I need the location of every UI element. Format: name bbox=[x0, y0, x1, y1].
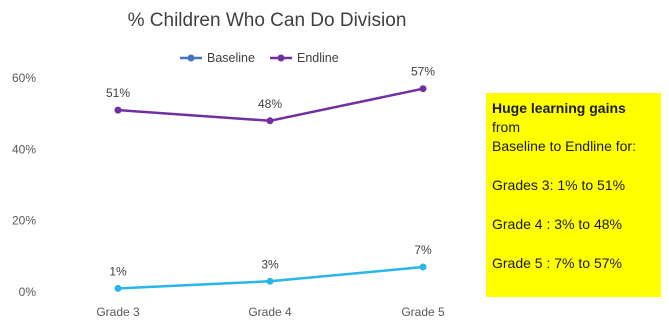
callout-headline: Huge learning gains bbox=[492, 100, 626, 116]
callout-item-grade3: Grades 3: 1% to 51% bbox=[492, 177, 626, 193]
callout-box: Huge learning gains from Baseline to End… bbox=[486, 93, 661, 297]
plot-area: 1% 3% 7% 51% 48% 57% bbox=[106, 65, 435, 292]
legend: Baseline Endline bbox=[180, 51, 339, 65]
data-label: 48% bbox=[258, 97, 282, 111]
y-tick-label: 0% bbox=[19, 285, 37, 299]
chart-title: % Children Who Can Do Division bbox=[128, 10, 407, 31]
legend-label: Endline bbox=[297, 51, 339, 65]
y-tick-label: 20% bbox=[12, 214, 36, 228]
legend-swatch-marker bbox=[187, 54, 195, 62]
data-point bbox=[419, 85, 427, 93]
x-tick-label: Grade 3 bbox=[96, 305, 140, 319]
data-point bbox=[114, 106, 122, 114]
x-tick-label: Grade 5 bbox=[401, 305, 445, 319]
callout-headline-rest: from bbox=[492, 119, 520, 135]
data-label: 57% bbox=[411, 65, 435, 79]
data-point bbox=[419, 263, 427, 271]
x-axis: Grade 3 Grade 4 Grade 5 bbox=[96, 305, 445, 319]
legend-label: Baseline bbox=[207, 51, 255, 65]
data-label: 1% bbox=[109, 264, 127, 278]
data-point bbox=[266, 117, 274, 125]
y-tick-label: 60% bbox=[12, 71, 36, 85]
data-label: 7% bbox=[414, 243, 432, 257]
x-tick-label: Grade 4 bbox=[248, 305, 292, 319]
data-label: 51% bbox=[106, 86, 130, 100]
data-label: 3% bbox=[261, 257, 279, 271]
callout-line-1: Huge learning gains from bbox=[492, 99, 655, 137]
callout-line-2: Baseline to Endline for: bbox=[492, 138, 636, 154]
callout-item-grade5: Grade 5 : 7% to 57% bbox=[492, 255, 622, 271]
callout-item-grade4: Grade 4 : 3% to 48% bbox=[492, 216, 622, 232]
legend-swatch-marker bbox=[277, 54, 285, 62]
data-point bbox=[266, 277, 274, 285]
y-axis: 0% 20% 40% 60% bbox=[12, 71, 36, 299]
y-tick-label: 40% bbox=[12, 142, 36, 156]
data-point bbox=[114, 284, 122, 292]
